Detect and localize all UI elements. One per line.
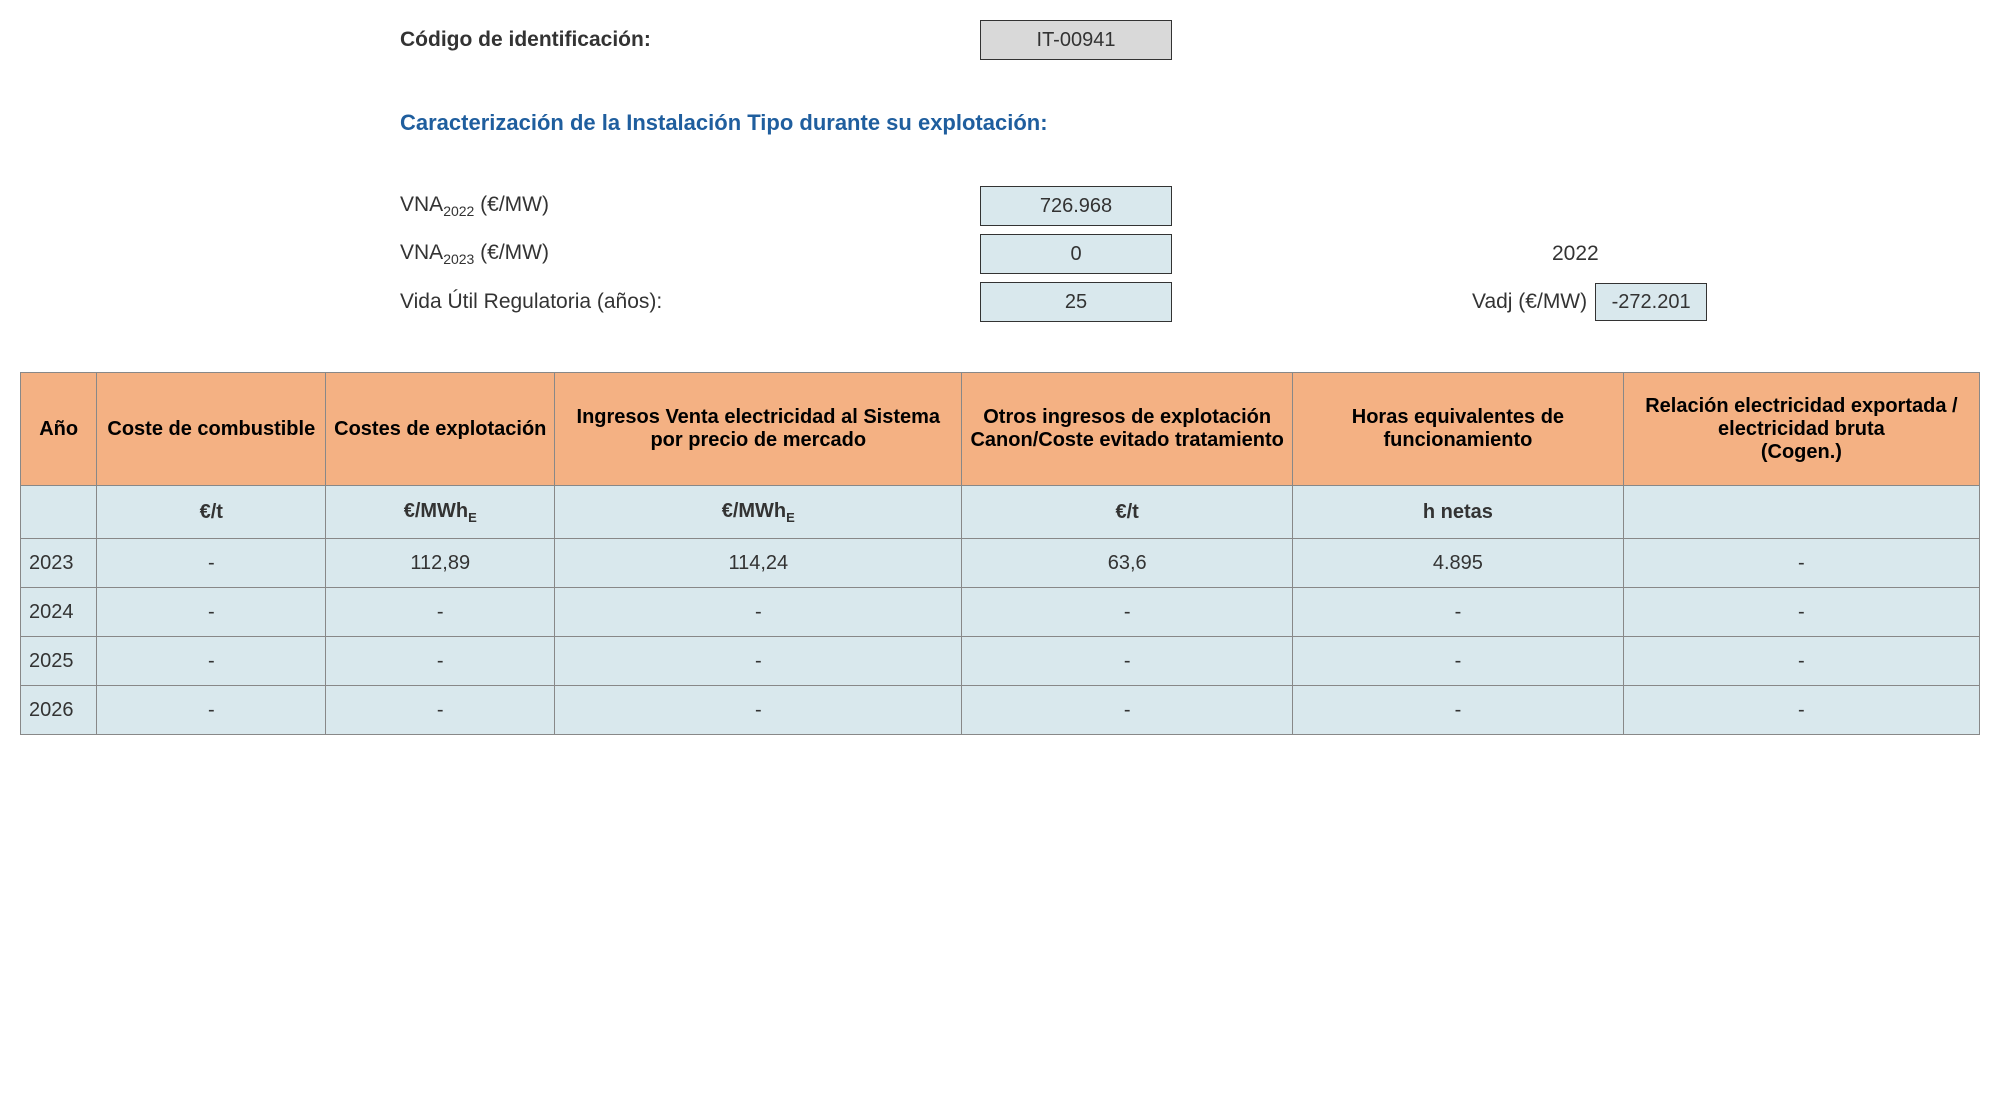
table-cell: - bbox=[1623, 588, 1979, 637]
table-cell: - bbox=[1293, 588, 1624, 637]
table-unit-cell: €/MWhE bbox=[326, 486, 555, 539]
table-unit-cell: €/t bbox=[97, 486, 326, 539]
table-cell: - bbox=[97, 539, 326, 588]
codigo-value: IT-00941 bbox=[980, 20, 1172, 60]
table-cell: 2026 bbox=[21, 686, 97, 735]
table-header-cell: Otros ingresos de explotación Canon/Cost… bbox=[962, 373, 1293, 486]
vida-util-label: Vida Útil Regulatoria (años): bbox=[400, 290, 980, 314]
table-cell: 112,89 bbox=[326, 539, 555, 588]
table-cell: - bbox=[97, 637, 326, 686]
table-cell: - bbox=[97, 588, 326, 637]
table-cell: - bbox=[555, 637, 962, 686]
table-unit-cell bbox=[21, 486, 97, 539]
table-row: 2026------ bbox=[21, 686, 1980, 735]
data-table: AñoCoste de combustibleCostes de explota… bbox=[20, 372, 1980, 735]
table-cell: - bbox=[1623, 686, 1979, 735]
table-header-cell: Ingresos Venta electricidad al Sistema p… bbox=[555, 373, 962, 486]
table-cell: - bbox=[555, 686, 962, 735]
year-right: 2022 bbox=[1552, 242, 1599, 266]
vna2023-label: VNA2023 (€/MW) bbox=[400, 241, 980, 267]
table-cell: - bbox=[97, 686, 326, 735]
vadj-value: -272.201 bbox=[1595, 283, 1707, 321]
table-cell: - bbox=[962, 637, 1293, 686]
table-header-cell: Costes de explotación bbox=[326, 373, 555, 486]
table-cell: - bbox=[555, 588, 962, 637]
table-row: 2023-112,89114,2463,64.895- bbox=[21, 539, 1980, 588]
table-row: 2024------ bbox=[21, 588, 1980, 637]
table-unit-cell: €/MWhE bbox=[555, 486, 962, 539]
table-cell: 2023 bbox=[21, 539, 97, 588]
table-unit-cell: h netas bbox=[1293, 486, 1624, 539]
table-cell: 63,6 bbox=[962, 539, 1293, 588]
table-header-cell: Relación electricidad exportada / electr… bbox=[1623, 373, 1979, 486]
codigo-label: Código de identificación: bbox=[400, 28, 980, 52]
table-cell: 2025 bbox=[21, 637, 97, 686]
table-cell: - bbox=[326, 588, 555, 637]
caracterizacion-heading: Caracterización de la Instalación Tipo d… bbox=[400, 110, 1048, 136]
table-cell: - bbox=[1623, 539, 1979, 588]
table-cell: - bbox=[962, 686, 1293, 735]
table-header-cell: Coste de combustible bbox=[97, 373, 326, 486]
table-header-cell: Año bbox=[21, 373, 97, 486]
vna2023-value: 0 bbox=[980, 234, 1172, 274]
table-cell: - bbox=[326, 637, 555, 686]
table-cell: - bbox=[1623, 637, 1979, 686]
vna2022-value: 726.968 bbox=[980, 186, 1172, 226]
table-unit-cell bbox=[1623, 486, 1979, 539]
vida-util-value: 25 bbox=[980, 282, 1172, 322]
table-cell: 4.895 bbox=[1293, 539, 1624, 588]
table-row: 2025------ bbox=[21, 637, 1980, 686]
table-cell: - bbox=[962, 588, 1293, 637]
table-cell: 114,24 bbox=[555, 539, 962, 588]
table-units-row: €/t€/MWhE€/MWhE€/th netas bbox=[21, 486, 1980, 539]
table-header-cell: Horas equivalentes de funcionamiento bbox=[1293, 373, 1624, 486]
vadj-label: Vadj (€/MW) bbox=[1472, 290, 1587, 314]
table-cell: - bbox=[1293, 686, 1624, 735]
table-cell: - bbox=[1293, 637, 1624, 686]
table-unit-cell: €/t bbox=[962, 486, 1293, 539]
table-header-row: AñoCoste de combustibleCostes de explota… bbox=[21, 373, 1980, 486]
vna2022-label: VNA2022 (€/MW) bbox=[400, 193, 980, 219]
table-cell: 2024 bbox=[21, 588, 97, 637]
table-cell: - bbox=[326, 686, 555, 735]
